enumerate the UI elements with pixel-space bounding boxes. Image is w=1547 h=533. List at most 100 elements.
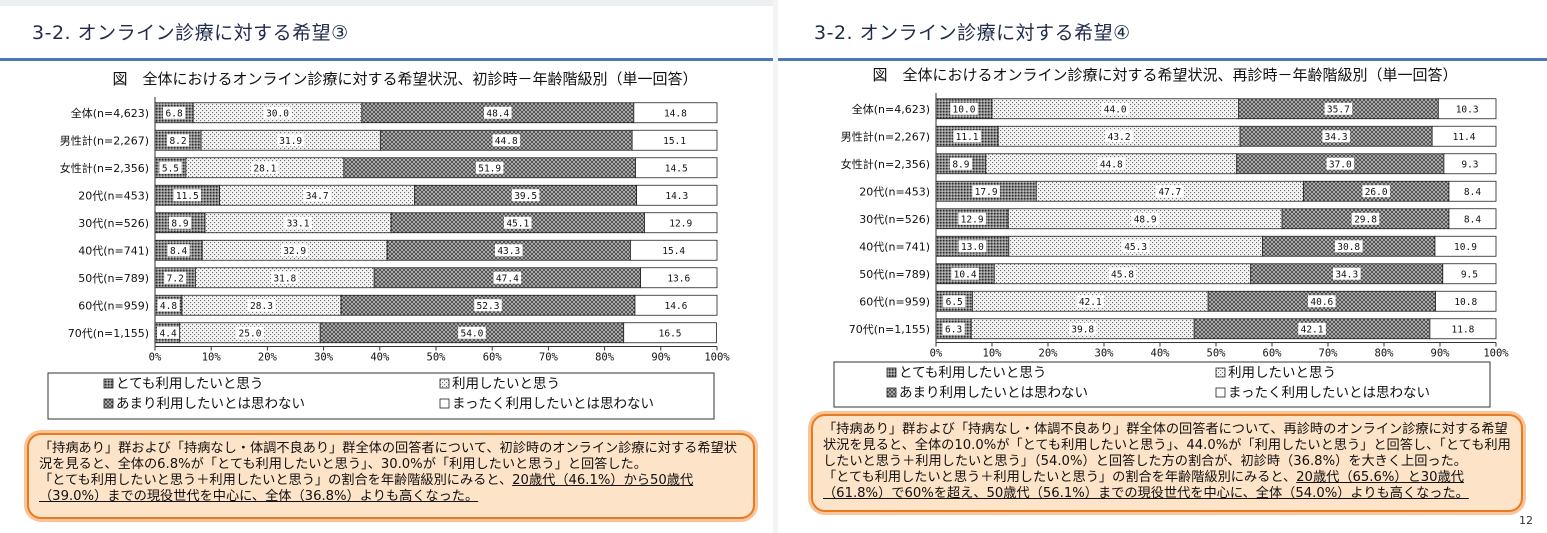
value-label: 15.4 xyxy=(662,246,685,257)
x-tick-label: 50% xyxy=(1207,348,1227,360)
chart-title: 図 全体におけるオンライン診療に対する希望状況、再診時－年齢階級別（単一回答） xyxy=(872,66,1457,84)
value-label-bg xyxy=(1461,185,1484,198)
value-label-bg xyxy=(1121,240,1150,253)
value-label: 51.9 xyxy=(478,163,501,174)
value-label: 47.7 xyxy=(1158,187,1181,198)
value-label: 6.3 xyxy=(945,324,962,335)
value-label-bg xyxy=(1108,267,1137,280)
value-label: 9.3 xyxy=(1461,159,1478,170)
legend-label-very-willing: とても利用したいと思う xyxy=(116,376,263,392)
category-label: 50代(n=789) xyxy=(78,272,149,285)
value-label-bg xyxy=(1308,295,1336,308)
panel-divider xyxy=(773,0,778,533)
value-label-bg xyxy=(159,161,182,174)
value-label: 43.2 xyxy=(1108,132,1131,143)
x-tick-label: 10% xyxy=(202,352,222,364)
value-label-bg xyxy=(1362,185,1390,198)
value-label-bg xyxy=(972,185,1000,198)
value-label-bg xyxy=(168,216,192,229)
value-label: 8.4 xyxy=(1464,187,1481,198)
value-label: 44.0 xyxy=(1104,104,1127,115)
category-label: 50代(n=789) xyxy=(859,268,930,281)
value-label: 14.6 xyxy=(665,301,688,312)
callout-line-2-underlined: 20歳代（65.6%）と30歳代（61.8%）で60%を超え、50歳代（56.1… xyxy=(823,470,1469,501)
value-label: 10.4 xyxy=(954,269,977,280)
value-label-bg xyxy=(284,216,312,229)
value-label: 39.8 xyxy=(1071,324,1094,335)
category-label: 60代(n=959) xyxy=(78,299,149,312)
value-label: 10.8 xyxy=(1454,297,1477,308)
legend-swatch-willing xyxy=(439,378,450,389)
category-label: 70代(n=1,155) xyxy=(68,327,149,340)
value-label-bg xyxy=(663,189,691,202)
value-label-bg xyxy=(1097,157,1126,170)
legend-label-willing: 利用したいと思う xyxy=(1228,365,1336,381)
value-label: 30.0 xyxy=(266,108,289,119)
value-label-bg xyxy=(1458,267,1481,280)
value-label: 12.9 xyxy=(669,218,692,229)
value-label-bg xyxy=(659,244,688,257)
value-label: 34.3 xyxy=(1325,132,1348,143)
callout-line-1: 「持病あり」群および「持病なし・体調不良あり」群全体の回答者について、初診時のオ… xyxy=(39,441,737,472)
value-label: 34.7 xyxy=(306,191,329,202)
value-label-bg xyxy=(1101,102,1129,115)
value-label-bg xyxy=(1322,130,1350,143)
legend-label-not-very-willing: あまり利用したいとは思わない xyxy=(116,396,305,412)
value-label: 4.4 xyxy=(160,328,177,339)
value-label-bg xyxy=(157,326,180,339)
value-label: 8.4 xyxy=(1464,214,1481,225)
value-label-bg xyxy=(942,322,965,335)
value-label: 17.9 xyxy=(975,187,998,198)
legend-swatch-not-at-all-willing xyxy=(439,398,450,409)
value-label: 6.5 xyxy=(946,297,963,308)
value-label-bg xyxy=(173,189,202,202)
x-tick-label: 90% xyxy=(651,352,671,364)
value-label: 10.3 xyxy=(1456,104,1479,115)
value-label-bg xyxy=(1332,267,1361,280)
value-label: 30.8 xyxy=(1337,242,1360,253)
value-label-bg xyxy=(1461,212,1484,225)
value-label-bg xyxy=(1298,322,1326,335)
value-label-bg xyxy=(303,189,331,202)
value-label: 45.8 xyxy=(1111,269,1134,280)
value-label: 47.4 xyxy=(496,273,519,284)
x-tick-label: 60% xyxy=(1263,348,1283,360)
value-label-bg xyxy=(493,271,522,284)
callout-line-2: 「とても利用したいと思う＋利用したいと思う」の割合を年齢階級別にみると、20歳代… xyxy=(39,473,743,505)
page-number: 12 xyxy=(1519,514,1533,527)
x-tick-label: 70% xyxy=(1319,348,1339,360)
value-label-bg xyxy=(236,326,264,339)
value-label-bg xyxy=(1451,240,1480,253)
legend-label-not-very-willing: あまり利用したいとは思わない xyxy=(899,385,1088,401)
value-label-bg xyxy=(1334,240,1363,253)
value-label: 31.9 xyxy=(279,136,302,147)
category-label: 全体(n=4,623) xyxy=(71,106,149,120)
value-label-bg xyxy=(1324,102,1353,115)
value-label-bg xyxy=(958,240,987,253)
value-label: 9.5 xyxy=(1461,269,1478,280)
value-label-bg xyxy=(251,161,279,174)
value-label-bg xyxy=(662,299,690,312)
value-label: 48.4 xyxy=(486,108,509,119)
value-label-bg xyxy=(1451,295,1480,308)
value-label-bg xyxy=(157,299,180,312)
slide-top-strip xyxy=(0,0,773,6)
value-label: 7.2 xyxy=(167,273,184,284)
value-label: 31.8 xyxy=(273,273,296,284)
stacked-bar-chart-revisit: 図 全体におけるオンライン診療に対する希望状況、再診時－年齢階級別（単一回答） 0… xyxy=(833,66,1509,408)
summary-callout: 「持病あり」群および「持病なし・体調不良あり」群全体の回答者について、初診時のオ… xyxy=(27,433,755,519)
x-tick-label: 50% xyxy=(427,352,447,364)
slide-title: 3-2. オンライン診療に対する希望④ xyxy=(814,22,1131,44)
value-label-bg xyxy=(494,244,523,257)
value-label-bg xyxy=(1326,157,1355,170)
legend-label-willing: 利用したいと思う xyxy=(452,376,560,392)
category-label: 全体(n=4,623) xyxy=(852,102,930,116)
category-label: 男性計(n=2,267) xyxy=(60,133,149,147)
value-label: 14.3 xyxy=(665,191,688,202)
category-label: 40代(n=741) xyxy=(859,240,930,253)
x-tick-label: 0% xyxy=(149,352,162,364)
value-label-bg xyxy=(474,299,502,312)
value-label-bg xyxy=(492,134,521,147)
value-label-bg xyxy=(164,271,187,284)
value-label: 10.0 xyxy=(953,104,976,115)
